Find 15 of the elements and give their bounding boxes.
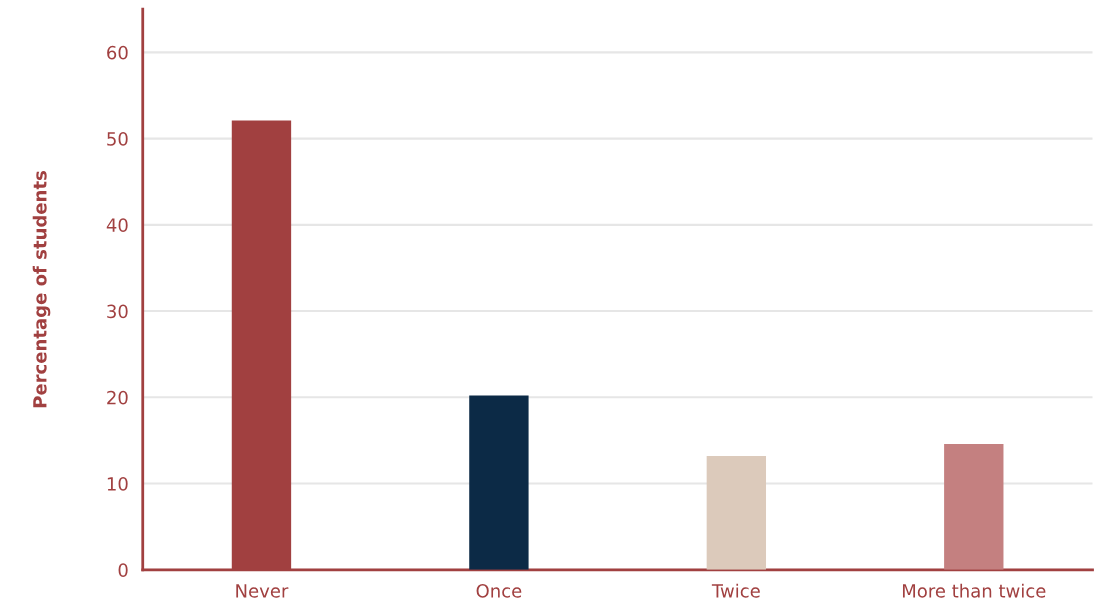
x-tick-label: Never	[236, 584, 289, 598]
y-tick-label: 40	[106, 218, 128, 232]
y-axis-title: Percentage of students	[32, 171, 51, 408]
y-tick-label: 50	[107, 132, 128, 146]
y-tick-label: 30	[107, 304, 128, 319]
bar	[469, 395, 529, 570]
y-tick-label: 20	[107, 390, 128, 405]
x-tick-label: Twice	[711, 583, 760, 598]
y-tick-label: 60	[107, 45, 128, 60]
y-tick-label: 10	[107, 477, 128, 491]
bar	[944, 443, 1004, 570]
y-tick-label: 0	[118, 563, 128, 577]
x-tick-label: More than twice	[902, 583, 1046, 598]
bar	[706, 455, 767, 570]
x-tick-label: Once	[476, 584, 522, 598]
